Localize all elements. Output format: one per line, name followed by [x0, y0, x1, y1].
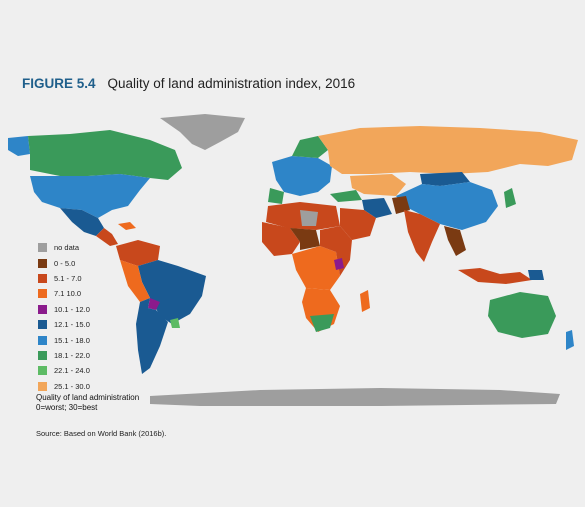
- region-north-south-america: [116, 240, 160, 266]
- region-central-africa: [292, 246, 340, 290]
- region-great-lakes: [334, 258, 344, 270]
- caption-line-2: 0=worst; 30=best: [36, 403, 98, 412]
- legend-swatch: [38, 243, 47, 253]
- figure-header: FIGURE 5.4 Quality of land administration…: [22, 76, 355, 91]
- legend-label: 12.1 - 15.0: [54, 320, 90, 330]
- region-arabia: [340, 208, 376, 240]
- legend-swatch: [38, 304, 47, 314]
- region-australia: [488, 292, 556, 338]
- legend-label: 15.1 - 18.0: [54, 335, 90, 345]
- region-greenland: [160, 114, 245, 150]
- legend-label: 0 - 5.0: [54, 258, 76, 268]
- figure-title: Quality of land administration index, 20…: [107, 76, 356, 91]
- region-east-africa: [320, 226, 352, 276]
- region-europe: [272, 156, 332, 196]
- region-southern-cone: [136, 298, 168, 374]
- world-map: [8, 114, 578, 406]
- region-sahara-no-data: [300, 210, 318, 226]
- legend-swatch: [38, 258, 47, 268]
- legend-swatch: [38, 335, 47, 345]
- region-alaska: [8, 136, 30, 156]
- region-china: [396, 182, 498, 230]
- region-brazil: [138, 260, 206, 324]
- region-turkey: [330, 190, 362, 202]
- legend-swatch: [38, 289, 47, 299]
- legend-item: 5.1 - 7.0: [38, 271, 90, 286]
- legend-item: 18.1 - 22.0: [38, 348, 90, 363]
- legend-item: no data: [38, 240, 90, 255]
- region-caribbean: [118, 222, 136, 230]
- region-south-africa: [310, 314, 334, 332]
- region-paraguay: [148, 298, 160, 310]
- legend-label: 10.1 - 12.0: [54, 304, 90, 314]
- legend-item: 12.1 - 15.0: [38, 317, 90, 332]
- region-sahel: [290, 228, 320, 250]
- legend-label: 22.1 - 24.0: [54, 366, 90, 376]
- region-iberia: [268, 188, 284, 204]
- legend-label: 25.1 - 30.0: [54, 381, 90, 391]
- region-mongolia: [420, 172, 470, 186]
- region-india: [404, 210, 440, 262]
- region-afghanistan: [392, 196, 410, 214]
- legend-label: 5.1 - 7.0: [54, 273, 82, 283]
- legend-swatch: [38, 381, 47, 391]
- region-west-africa: [262, 222, 300, 256]
- legend-label: no data: [54, 243, 80, 253]
- legend-item: 25.1 - 30.0: [38, 379, 90, 394]
- legend-swatch: [38, 366, 47, 376]
- region-iran: [362, 198, 392, 218]
- region-nordic: [292, 136, 328, 158]
- region-central-america: [96, 228, 118, 246]
- legend-item: 0 - 5.0: [38, 255, 90, 270]
- legend-swatch: [38, 350, 47, 360]
- region-usa: [30, 174, 150, 218]
- region-indochina: [444, 226, 466, 256]
- caption-line-1: Quality of land administration: [36, 393, 140, 402]
- figure-number: FIGURE 5.4: [22, 76, 96, 91]
- source-note: Source: Based on World Bank (2016b).: [36, 429, 167, 438]
- region-indonesia: [458, 268, 532, 284]
- legend-item: 10.1 - 12.0: [38, 302, 90, 317]
- region-canada: [28, 130, 182, 180]
- region-new-zealand: [566, 330, 574, 350]
- region-japan: [504, 188, 516, 208]
- legend-item: 15.1 - 18.0: [38, 332, 90, 347]
- region-madagascar: [360, 290, 370, 312]
- legend-label: 18.1 - 22.0: [54, 350, 90, 360]
- legend-swatch: [38, 320, 47, 330]
- region-antarctica: [150, 388, 560, 406]
- region-peru: [120, 260, 150, 302]
- legend-caption: Quality of land administration 0=worst; …: [36, 393, 139, 413]
- map-legend: no data 0 - 5.0 5.1 - 7.0 7.1 10.0 10.1 …: [38, 240, 90, 394]
- region-russia: [318, 126, 578, 174]
- legend-label: 7.1 10.0: [54, 289, 82, 299]
- legend-item: 22.1 - 24.0: [38, 363, 90, 378]
- region-mexico: [60, 208, 104, 236]
- legend-item: 7.1 10.0: [38, 286, 90, 301]
- legend-swatch: [38, 273, 47, 283]
- region-central-asia: [350, 174, 406, 196]
- region-png: [528, 270, 544, 280]
- region-uruguay: [170, 318, 180, 328]
